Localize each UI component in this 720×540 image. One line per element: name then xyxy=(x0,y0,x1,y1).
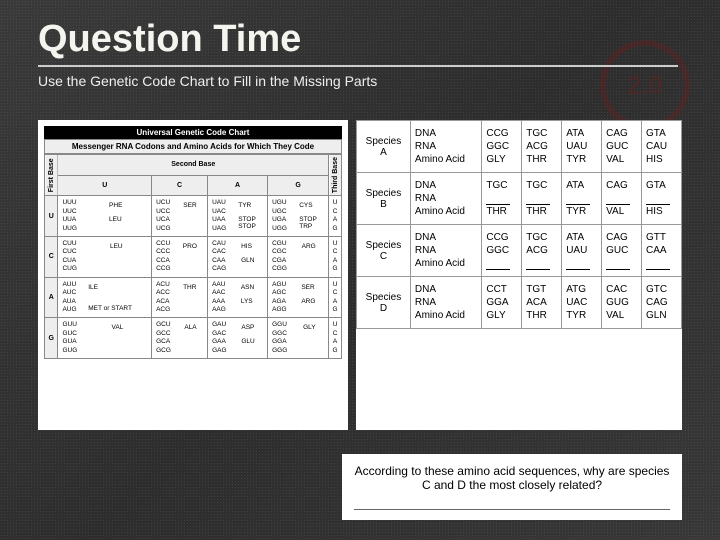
species-table: SpeciesADNARNAAmino AcidCCGGGCGLYTGCACGT… xyxy=(356,120,682,430)
data-cell: ATAUAUTYR xyxy=(562,121,602,173)
data-cell: ATATYR xyxy=(562,173,602,225)
species-name: SpeciesC xyxy=(357,225,411,277)
table-row: SpeciesCDNARNAAmino AcidCCGGGCTGCACGATAU… xyxy=(357,225,682,277)
question-text: According to these amino acid sequences,… xyxy=(354,464,670,492)
data-cell: CACGUGVAL xyxy=(602,277,642,329)
row-labels: DNARNAAmino Acid xyxy=(410,173,481,225)
codon-table: First BaseSecond BaseThird BaseUCAGUUUUU… xyxy=(44,154,342,359)
table-row: SpeciesBDNARNAAmino AcidTGCTHRTGCTHRATAT… xyxy=(357,173,682,225)
title-underline xyxy=(38,65,678,67)
chart-title: Universal Genetic Code Chart xyxy=(44,126,342,139)
page-subtitle: Use the Genetic Code Chart to Fill in th… xyxy=(38,73,682,89)
data-cell: CAGGUCVAL xyxy=(602,121,642,173)
answer-blank[interactable] xyxy=(354,496,670,510)
data-cell: ATAUAU xyxy=(562,225,602,277)
table-row: SpeciesDDNARNAAmino AcidCCTGGAGLYTGTACAT… xyxy=(357,277,682,329)
data-cell: ATGUACTYR xyxy=(562,277,602,329)
page-title: Question Time xyxy=(38,18,682,61)
data-cell: CAGGUC xyxy=(602,225,642,277)
species-name: SpeciesA xyxy=(357,121,411,173)
row-labels: DNARNAAmino Acid xyxy=(410,225,481,277)
data-cell: TGCACG xyxy=(522,225,562,277)
row-labels: DNARNAAmino Acid xyxy=(410,121,481,173)
data-cell: GTCCAGGLN xyxy=(642,277,682,329)
data-cell: TGTACATHR xyxy=(522,277,562,329)
species-name: SpeciesD xyxy=(357,277,411,329)
question-panel: According to these amino acid sequences,… xyxy=(342,454,682,520)
table-row: SpeciesADNARNAAmino AcidCCGGGCGLYTGCACGT… xyxy=(357,121,682,173)
data-cell: CCGGGCGLY xyxy=(482,121,522,173)
row-labels: DNARNAAmino Acid xyxy=(410,277,481,329)
data-cell: GTACAUHIS xyxy=(642,121,682,173)
data-cell: CAGVAL xyxy=(602,173,642,225)
species-name: SpeciesB xyxy=(357,173,411,225)
data-cell: GTAHIS xyxy=(642,173,682,225)
data-cell: TGCACGTHR xyxy=(522,121,562,173)
data-cell: CCGGGC xyxy=(482,225,522,277)
data-cell: TGCTHR xyxy=(482,173,522,225)
chart-subtitle: Messenger RNA Codons and Amino Acids for… xyxy=(44,139,342,154)
data-cell: CCTGGAGLY xyxy=(482,277,522,329)
data-cell: TGCTHR xyxy=(522,173,562,225)
data-cell: GTTCAA xyxy=(642,225,682,277)
genetic-code-chart: Universal Genetic Code Chart Messenger R… xyxy=(38,120,348,430)
